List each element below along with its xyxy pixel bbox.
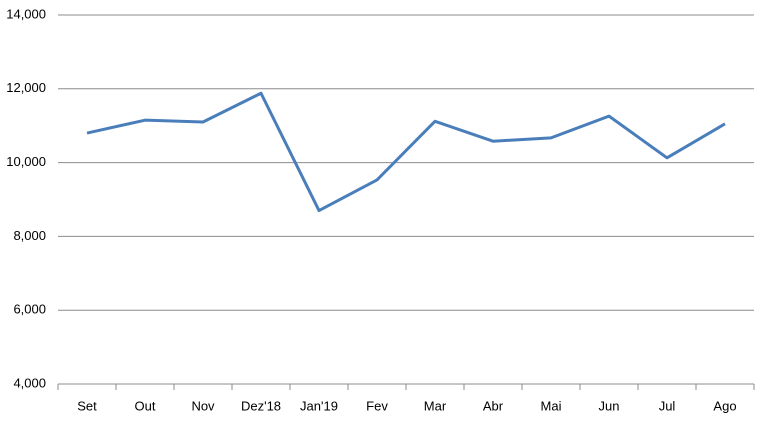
x-tick-label: Fev [366, 398, 388, 413]
x-tick-label: Set [77, 398, 97, 413]
x-tick-label: Mar [424, 398, 447, 413]
x-tick-label: Jul [659, 398, 676, 413]
x-tick-label: Jan'19 [300, 398, 338, 413]
y-tick-label: 12,000 [6, 80, 46, 95]
y-tick-label: 8,000 [13, 228, 46, 243]
x-tick-label: Mai [541, 398, 562, 413]
y-tick-label: 10,000 [6, 154, 46, 169]
x-tick-label: Ago [713, 398, 736, 413]
x-tick-label: Jun [599, 398, 620, 413]
y-tick-label: 6,000 [13, 302, 46, 317]
x-tick-label: Out [135, 398, 156, 413]
x-tick-label: Nov [191, 398, 215, 413]
line [86, 91, 726, 213]
y-tick-label: 4,000 [13, 375, 46, 390]
x-tick-label: Dez'18 [241, 398, 281, 413]
x-tick-label: Abr [483, 398, 504, 413]
y-tick-label: 14,000 [6, 6, 46, 21]
